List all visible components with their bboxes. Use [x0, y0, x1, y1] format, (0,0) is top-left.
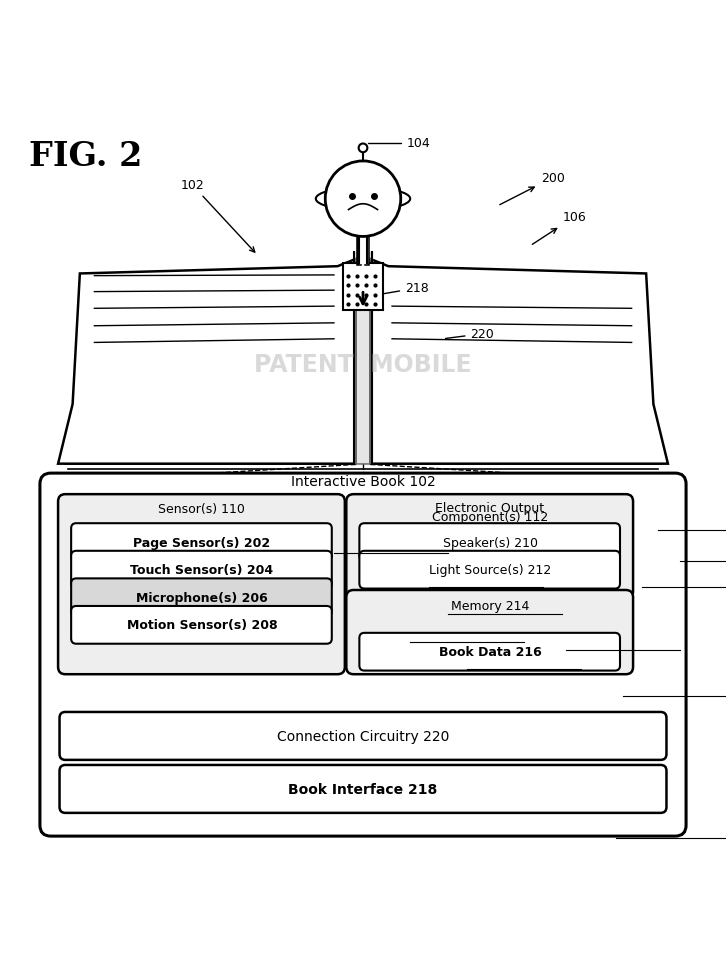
Text: Light Source(s) 212: Light Source(s) 212: [429, 564, 551, 577]
FancyBboxPatch shape: [58, 494, 345, 674]
FancyBboxPatch shape: [71, 523, 332, 561]
Polygon shape: [370, 260, 668, 464]
Circle shape: [325, 162, 401, 237]
FancyBboxPatch shape: [71, 551, 332, 589]
Polygon shape: [58, 260, 356, 464]
Text: Component(s) 112: Component(s) 112: [432, 511, 548, 523]
Text: 102: 102: [181, 179, 255, 253]
Text: 106: 106: [532, 211, 587, 245]
Ellipse shape: [316, 188, 410, 211]
FancyBboxPatch shape: [359, 551, 620, 589]
Text: Motion Sensor(s) 208: Motion Sensor(s) 208: [126, 618, 277, 632]
FancyBboxPatch shape: [60, 766, 666, 813]
Text: PATENT  MOBILE: PATENT MOBILE: [254, 353, 472, 377]
FancyBboxPatch shape: [346, 590, 633, 674]
Text: Book Interface 218: Book Interface 218: [288, 782, 438, 797]
Text: Sensor(s) 110: Sensor(s) 110: [158, 503, 245, 516]
Text: Memory 214: Memory 214: [451, 600, 529, 612]
Text: Book Data 216: Book Data 216: [439, 645, 542, 659]
FancyBboxPatch shape: [346, 494, 633, 599]
Text: Page Sensor(s) 202: Page Sensor(s) 202: [134, 536, 270, 549]
Text: Touch Sensor(s) 204: Touch Sensor(s) 204: [130, 564, 274, 577]
Text: 220: 220: [446, 328, 494, 341]
Text: Interactive Book 102: Interactive Book 102: [290, 475, 436, 488]
Text: Connection Circuitry 220: Connection Circuitry 220: [277, 729, 449, 743]
Text: FIG. 2: FIG. 2: [29, 140, 142, 173]
FancyBboxPatch shape: [60, 712, 666, 760]
Text: Electronic Output: Electronic Output: [436, 501, 544, 515]
Text: 200: 200: [499, 172, 565, 205]
FancyBboxPatch shape: [343, 264, 383, 310]
FancyBboxPatch shape: [40, 474, 686, 836]
FancyBboxPatch shape: [359, 633, 620, 671]
FancyBboxPatch shape: [71, 607, 332, 644]
Circle shape: [359, 144, 367, 153]
Text: 218: 218: [378, 282, 429, 296]
Text: Microphone(s) 206: Microphone(s) 206: [136, 591, 268, 604]
Text: Speaker(s) 210: Speaker(s) 210: [443, 536, 537, 549]
FancyBboxPatch shape: [359, 523, 620, 561]
FancyBboxPatch shape: [71, 578, 332, 616]
Text: 104: 104: [368, 138, 431, 150]
